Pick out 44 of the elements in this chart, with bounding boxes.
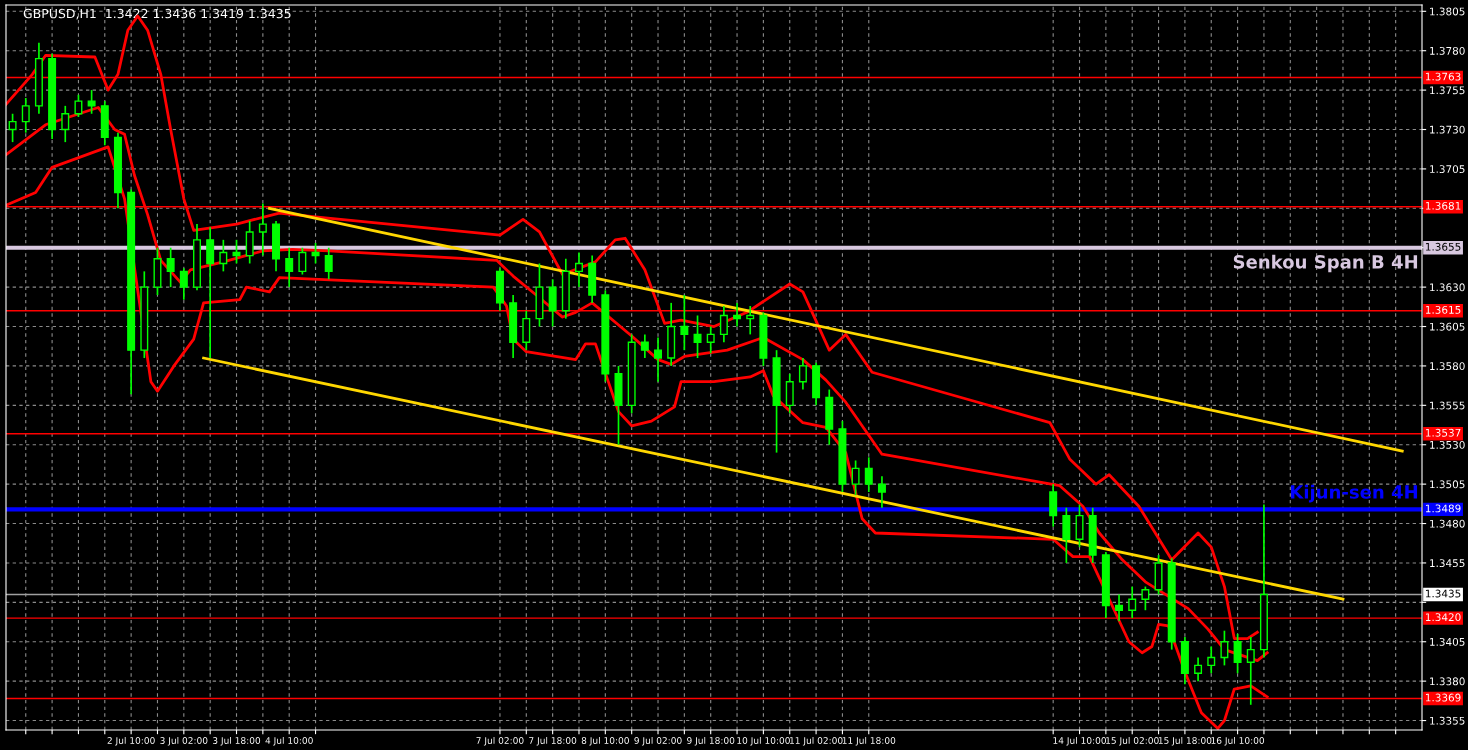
ref-line-label: 1.3420	[1425, 613, 1461, 622]
x-tick-label: 14 Jul 10:00	[1053, 736, 1106, 746]
y-tick-label: 1.3480	[1430, 519, 1465, 528]
x-tick-label: 2 Jul 10:00	[107, 736, 155, 746]
x-tick-label: 11 Jul 18:00	[842, 736, 896, 746]
ref-line-label: 1.3369	[1425, 693, 1461, 702]
ref-line-label: 1.3655	[1425, 242, 1461, 251]
ref-line-label: 1.3435	[1425, 589, 1461, 598]
y-tick-label: 1.3555	[1430, 401, 1465, 410]
x-tick-label: 3 Jul 18:00	[213, 736, 261, 746]
x-tick-label: 11 Jul 02:00	[790, 736, 843, 746]
y-tick-label: 1.3755	[1430, 86, 1465, 95]
ref-line-label: 1.3489	[1425, 504, 1461, 513]
x-tick-label: 10 Jul 10:00	[737, 736, 790, 746]
annotation: Kijun-sen 4H	[1290, 484, 1418, 503]
x-tick-label: 8 Jul 10:00	[581, 736, 629, 746]
y-tick-label: 1.3605	[1430, 322, 1465, 331]
x-tick-label: 16 Jul 10:00	[1211, 736, 1265, 746]
annotation: Senkou Span B 4H	[1233, 254, 1418, 273]
y-tick-label: 1.3705	[1430, 165, 1465, 174]
y-tick-label: 1.3355	[1430, 716, 1465, 725]
x-tick-label: 7 Jul 02:00	[476, 736, 524, 746]
x-tick-label: 9 Jul 18:00	[687, 736, 735, 746]
x-tick-label: 15 Jul 18:00	[1158, 736, 1212, 746]
y-tick-label: 1.3730	[1430, 125, 1465, 134]
y-tick-label: 1.3380	[1430, 677, 1465, 686]
y-tick-label: 1.3455	[1430, 559, 1465, 568]
x-tick-label: 15 Jul 02:00	[1106, 736, 1159, 746]
y-tick-label: 1.3530	[1430, 440, 1465, 449]
y-tick-label: 1.3805	[1430, 7, 1465, 16]
x-tick-label: 3 Jul 02:00	[160, 736, 208, 746]
x-tick-label: 4 Jul 10:00	[265, 736, 313, 746]
y-tick-label: 1.3405	[1430, 637, 1465, 646]
y-tick-label: 1.3630	[1430, 283, 1465, 292]
y-tick-label: 1.3580	[1430, 362, 1465, 371]
y-tick-label: 1.3780	[1430, 46, 1465, 55]
x-tick-label: 9 Jul 02:00	[634, 736, 682, 746]
ref-line-label: 1.3615	[1425, 305, 1461, 314]
x-tick-label: 7 Jul 18:00	[529, 736, 577, 746]
ref-line-label: 1.3763	[1425, 72, 1461, 81]
y-tick-label: 1.3505	[1430, 480, 1465, 489]
ref-line-label: 1.3537	[1425, 428, 1461, 437]
ref-line-label: 1.3681	[1425, 201, 1461, 210]
chart-title: GBPUSD,H1 1.3422 1.3436 1.3419 1.3435	[23, 8, 291, 20]
